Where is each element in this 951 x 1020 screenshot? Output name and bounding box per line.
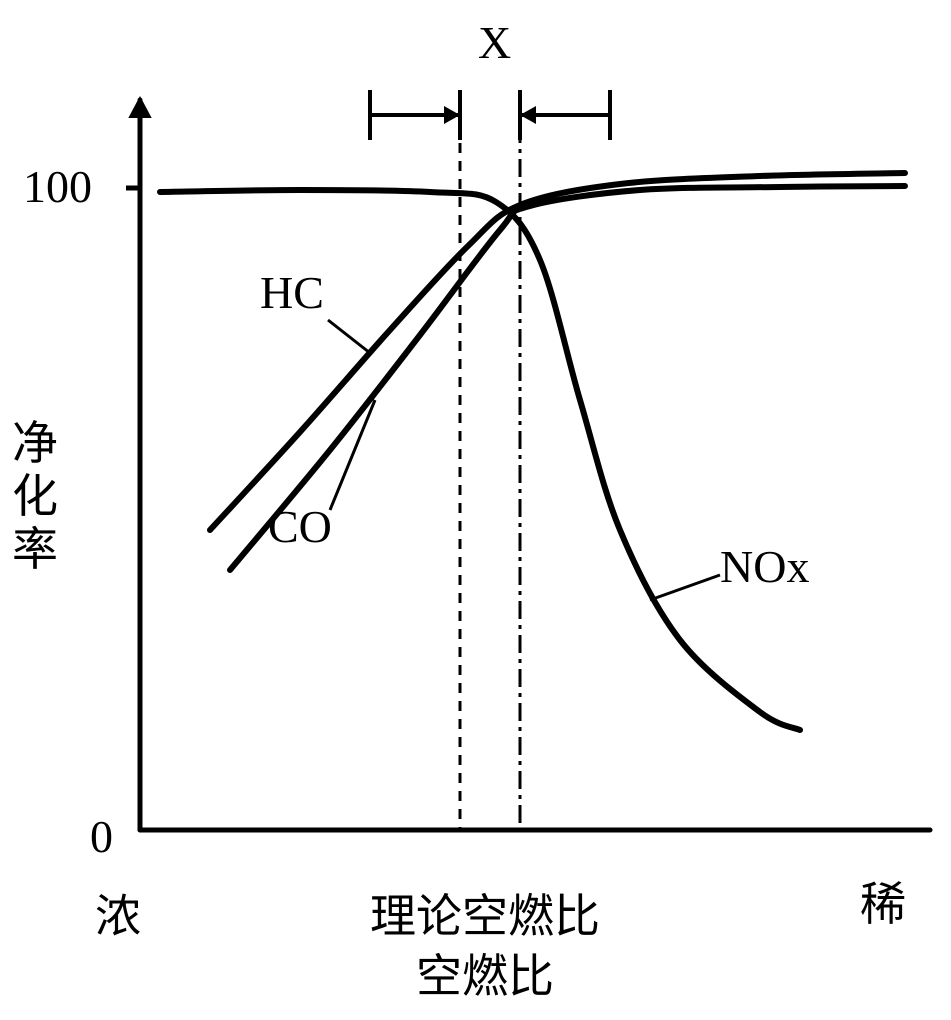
chart-svg	[0, 0, 951, 1020]
co-curve-label: CO	[268, 500, 332, 553]
y-tick-100: 100	[23, 160, 92, 213]
window-x-label: X	[478, 16, 511, 69]
x-left-label: 浓	[95, 880, 141, 946]
y-tick-0: 0	[90, 810, 113, 863]
nox-curve-label: NOx	[720, 540, 809, 593]
x-axis-title: 空燃比	[335, 940, 635, 1006]
x-center-label: 理论空燃比	[335, 880, 635, 946]
chart-canvas: 净化率 100 0 浓 稀 理论空燃比 空燃比 HC CO NOx X	[0, 0, 951, 1020]
hc-curve-label: HC	[260, 266, 324, 319]
y-axis-label-text: 净化率	[12, 418, 58, 575]
x-right-label: 稀	[860, 868, 906, 934]
y-axis-label: 净化率	[10, 418, 60, 577]
